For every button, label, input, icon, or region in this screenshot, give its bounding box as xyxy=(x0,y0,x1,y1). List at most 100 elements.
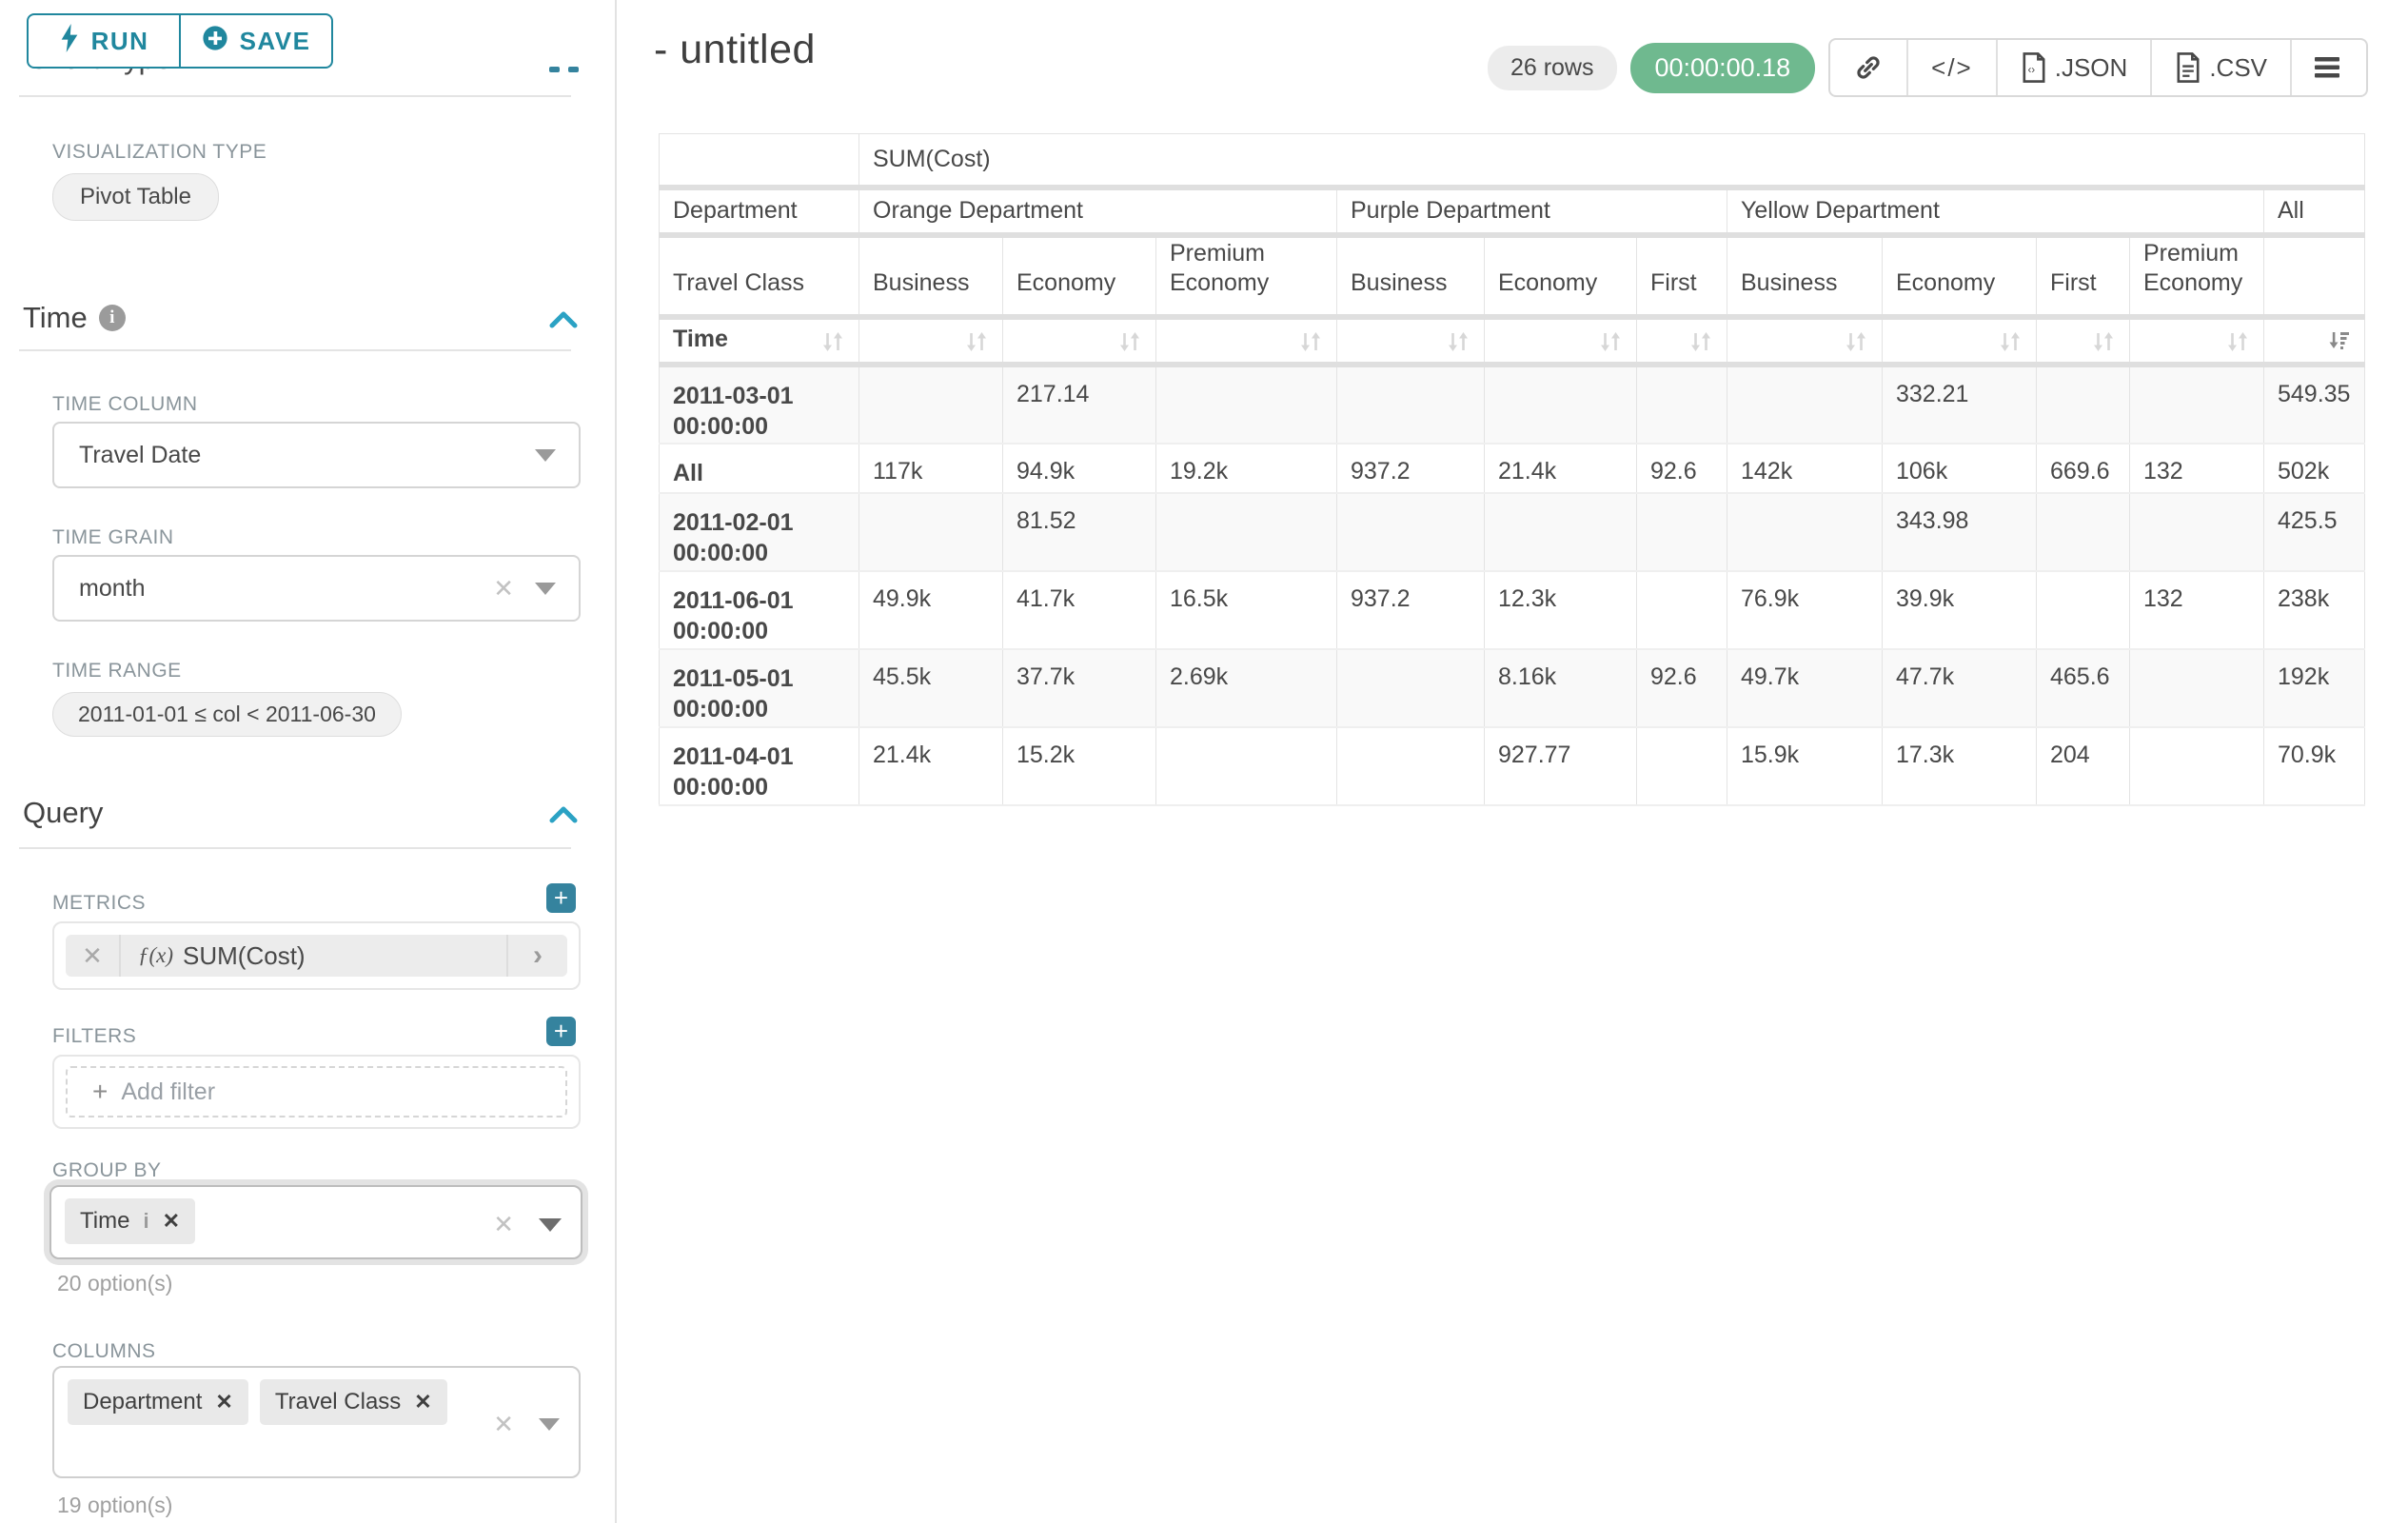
column-sort-cell[interactable] xyxy=(1883,317,2037,365)
pivot-cell xyxy=(1637,365,1727,444)
column-group-header: Yellow Department xyxy=(1727,188,2264,235)
sort-toggle-icon[interactable] xyxy=(819,327,847,356)
collapse-query-chevron-icon[interactable] xyxy=(549,805,578,824)
groupby-options-hint: 20 option(s) xyxy=(57,1271,172,1296)
time-range-pill[interactable]: 2011-01-01 ≤ col < 2011-06-30 xyxy=(52,692,402,737)
column-subheader: Economy xyxy=(1883,235,2037,317)
columns-tag[interactable]: Department ✕ xyxy=(68,1379,248,1425)
time-grain-select[interactable]: month ✕ xyxy=(52,555,581,622)
sort-toggle-icon[interactable] xyxy=(1296,327,1325,356)
columns-tag[interactable]: Travel Class✕ xyxy=(260,1379,447,1425)
pivot-cell: 19.2k xyxy=(1156,444,1337,493)
time-column-select[interactable]: Travel Date xyxy=(52,422,581,488)
add-filter-button[interactable]: + Add filter xyxy=(66,1066,567,1118)
groupby-tag[interactable]: Timei✕ xyxy=(65,1198,195,1244)
clear-icon[interactable]: ✕ xyxy=(493,574,514,603)
pivot-cell: 238k xyxy=(2264,571,2365,649)
column-sort-cell[interactable] xyxy=(1337,317,1485,365)
pivot-cell xyxy=(2130,493,2264,571)
save-button[interactable]: SAVE xyxy=(179,15,331,67)
remove-tag-icon[interactable]: ✕ xyxy=(414,1390,431,1414)
visualization-type-pill[interactable]: Pivot Table xyxy=(52,173,219,221)
filters-box: + Add filter xyxy=(52,1055,581,1129)
pivot-row-label: 2011-03-0100:00:00 xyxy=(660,365,859,444)
expand-metric-chevron-icon[interactable]: › xyxy=(506,935,567,977)
pivot-row-label: 2011-04-0100:00:00 xyxy=(660,727,859,805)
pivot-cell xyxy=(2130,727,2264,805)
short-link-button[interactable] xyxy=(1830,40,1906,95)
time-sort-header[interactable]: Time xyxy=(660,317,859,365)
remove-tag-icon[interactable]: ✕ xyxy=(163,1209,180,1234)
pivot-cell xyxy=(2037,493,2130,571)
pivot-cell: 132 xyxy=(2130,444,2264,493)
metrics-label: METRICS xyxy=(52,892,146,915)
pivot-cell: 927.77 xyxy=(1485,727,1637,805)
metric-pill[interactable]: ✕ ƒ(x) SUM(Cost) › xyxy=(66,935,567,977)
pivot-cell: 41.7k xyxy=(1003,571,1156,649)
column-sort-cell[interactable] xyxy=(1156,317,1337,365)
chevron-down-icon xyxy=(535,449,556,462)
clear-icon[interactable]: ✕ xyxy=(493,1210,514,1239)
query-timer-badge: 00:00:00.18 xyxy=(1630,43,1816,93)
add-metric-button[interactable]: + xyxy=(546,883,576,913)
sort-toggle-icon[interactable] xyxy=(1842,327,1870,356)
pivot-cell xyxy=(2037,365,2130,444)
column-sort-cell[interactable] xyxy=(1485,317,1637,365)
sort-toggle-icon[interactable] xyxy=(2223,327,2252,356)
sort-toggle-icon[interactable] xyxy=(1596,327,1625,356)
pivot-cell: 92.6 xyxy=(1637,649,1727,727)
sort-toggle-icon[interactable] xyxy=(2089,327,2118,356)
sort-toggle-icon[interactable] xyxy=(962,327,991,356)
control-sidebar: Chart Type RUN SAVE VISUALIZATION TYPE P… xyxy=(0,0,617,1523)
sort-toggle-icon[interactable] xyxy=(1687,327,1715,356)
run-button[interactable]: RUN xyxy=(29,15,179,67)
time-column-label: TIME COLUMN xyxy=(52,393,198,416)
pivot-cell: 217.14 xyxy=(1003,365,1156,444)
menu-button[interactable] xyxy=(2290,40,2366,95)
column-sort-cell[interactable] xyxy=(1637,317,1727,365)
lightning-icon xyxy=(59,24,80,59)
export-json-button[interactable]: ‹› .JSON xyxy=(1996,40,2151,95)
column-sort-cell[interactable] xyxy=(859,317,1003,365)
pivot-cell: 16.5k xyxy=(1156,571,1337,649)
chart-title[interactable]: - untitled xyxy=(654,27,816,73)
pivot-cell: 937.2 xyxy=(1337,444,1485,493)
pivot-cell: 669.6 xyxy=(2037,444,2130,493)
clear-icon[interactable]: ✕ xyxy=(493,1410,514,1439)
pivot-cell: 17.3k xyxy=(1883,727,2037,805)
pivot-cell: 332.21 xyxy=(1883,365,2037,444)
scrolled-icon-fragment xyxy=(549,67,560,72)
tag-label: Department xyxy=(83,1389,202,1415)
info-icon[interactable]: i xyxy=(99,305,126,331)
sort-toggle-icon[interactable] xyxy=(1444,327,1472,356)
scrolled-icon-fragment xyxy=(568,67,579,72)
columns-select[interactable]: Department✕Travel Class✕ ✕ xyxy=(52,1366,581,1478)
export-csv-button[interactable]: .CSV xyxy=(2150,40,2290,95)
remove-tag-icon[interactable]: ✕ xyxy=(215,1390,232,1414)
sort-toggle-icon[interactable] xyxy=(1115,327,1144,356)
add-filter-plus-button[interactable]: + xyxy=(546,1017,576,1046)
column-subheader: First xyxy=(1637,235,1727,317)
column-sort-cell[interactable] xyxy=(1003,317,1156,365)
pivot-cell: 549.35 xyxy=(2264,365,2365,444)
column-sort-cell[interactable] xyxy=(2037,317,2130,365)
column-sort-cell[interactable] xyxy=(2130,317,2264,365)
group-by-select[interactable]: Timei✕ ✕ xyxy=(49,1185,582,1259)
sort-desc-active-icon[interactable] xyxy=(2324,327,2353,356)
pivot-cell: 45.5k xyxy=(859,649,1003,727)
collapse-time-chevron-icon[interactable] xyxy=(549,310,578,329)
pivot-cell: 12.3k xyxy=(1485,571,1637,649)
column-sort-cell[interactable] xyxy=(1727,317,1883,365)
column-info-icon[interactable]: i xyxy=(143,1209,148,1234)
pivot-cell: 343.98 xyxy=(1883,493,2037,571)
pivot-row-label: 2011-06-0100:00:00 xyxy=(660,571,859,649)
metric-name: SUM(Cost) xyxy=(183,941,306,971)
time-range-label: TIME RANGE xyxy=(52,660,182,682)
view-query-button[interactable]: </> xyxy=(1906,40,1996,95)
column-sort-cell[interactable] xyxy=(2264,317,2365,365)
remove-metric-icon[interactable]: ✕ xyxy=(66,935,121,977)
sort-toggle-icon[interactable] xyxy=(1996,327,2024,356)
pivot-cell xyxy=(1156,493,1337,571)
pivot-cell: 94.9k xyxy=(1003,444,1156,493)
chart-panel: - untitled 26 rows 00:00:00.18 </> ‹› .J… xyxy=(617,0,2408,1523)
